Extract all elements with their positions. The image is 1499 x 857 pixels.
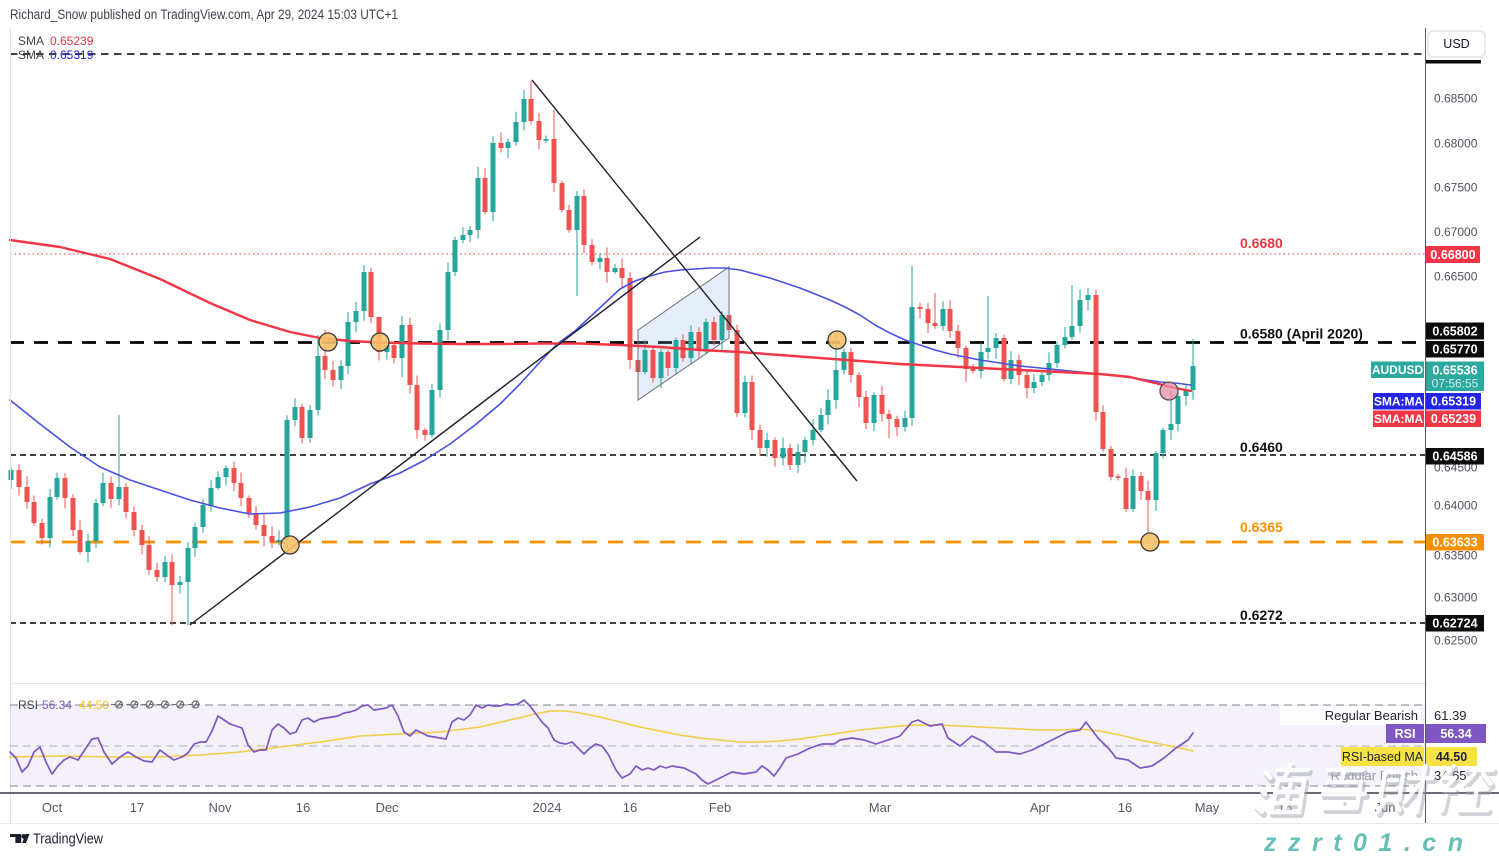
svg-text:0.6680: 0.6680 — [1240, 235, 1283, 251]
svg-text:Oct: Oct — [42, 800, 63, 815]
svg-text:0.6580 (April 2020): 0.6580 (April 2020) — [1240, 326, 1363, 342]
svg-text:RSI: RSI — [1395, 727, 1416, 741]
svg-text:0.64586: 0.64586 — [1432, 450, 1477, 464]
svg-text:44.50: 44.50 — [1436, 750, 1467, 764]
svg-text:Nov: Nov — [208, 800, 232, 815]
svg-text:0.65239: 0.65239 — [1431, 412, 1476, 426]
svg-text:TradingView: TradingView — [33, 832, 103, 848]
svg-text:0.64000: 0.64000 — [1434, 498, 1478, 512]
svg-text:Mar: Mar — [869, 800, 892, 815]
svg-text:0.65536: 0.65536 — [1432, 364, 1477, 378]
svg-text:0.65802: 0.65802 — [1432, 324, 1477, 338]
svg-text:Apr: Apr — [1030, 800, 1051, 815]
svg-text:0.65239: 0.65239 — [50, 34, 94, 48]
svg-text:Richard_Snow published on Trad: Richard_Snow published on TradingView.co… — [10, 7, 398, 22]
svg-text:16: 16 — [623, 800, 637, 815]
svg-text:Feb: Feb — [709, 800, 731, 815]
svg-text:AUDUSD: AUDUSD — [1372, 363, 1424, 377]
svg-text:0.68500: 0.68500 — [1434, 91, 1478, 105]
svg-text:44.50: 44.50 — [79, 698, 109, 712]
svg-text:56.34: 56.34 — [1440, 727, 1471, 741]
svg-text:61.39: 61.39 — [1434, 708, 1467, 723]
svg-text:RSI: RSI — [18, 698, 38, 712]
svg-text:0.66500: 0.66500 — [1434, 269, 1478, 283]
svg-text:SMA:MA: SMA:MA — [1374, 395, 1424, 409]
svg-text:17: 17 — [130, 800, 144, 815]
svg-text:0.63000: 0.63000 — [1434, 590, 1478, 604]
svg-text:0.6460: 0.6460 — [1240, 439, 1283, 455]
svg-text:0.62500: 0.62500 — [1434, 633, 1478, 647]
svg-text:zzrt01.cn: zzrt01.cn — [1263, 829, 1474, 857]
svg-text:07:56:55: 07:56:55 — [1432, 377, 1479, 391]
svg-text:SMA: SMA — [18, 34, 44, 48]
svg-text:0.65770: 0.65770 — [1432, 343, 1477, 357]
svg-text:0.66800: 0.66800 — [1430, 248, 1475, 262]
svg-text:SMA: SMA — [18, 48, 44, 62]
svg-text:0.6272: 0.6272 — [1240, 607, 1283, 623]
svg-text:USD: USD — [1443, 37, 1469, 51]
svg-text:16: 16 — [296, 800, 310, 815]
svg-text:0.67500: 0.67500 — [1434, 180, 1478, 194]
svg-text:0.65319: 0.65319 — [1431, 395, 1476, 409]
svg-text:Dec: Dec — [375, 800, 399, 815]
svg-text:RSI-based MA: RSI-based MA — [1342, 750, 1424, 764]
svg-text:SMA:MA: SMA:MA — [1374, 412, 1424, 426]
svg-text:2024: 2024 — [533, 800, 562, 815]
svg-text:16: 16 — [1118, 800, 1132, 815]
svg-text:0.68000: 0.68000 — [1434, 136, 1478, 150]
svg-text:0.62724: 0.62724 — [1432, 617, 1477, 631]
svg-text:0.65319: 0.65319 — [50, 48, 94, 62]
svg-text:May: May — [1195, 800, 1220, 815]
svg-text:0.63633: 0.63633 — [1432, 536, 1477, 550]
svg-text:0.67000: 0.67000 — [1434, 225, 1478, 239]
svg-text:0.6365: 0.6365 — [1240, 519, 1283, 535]
svg-text:Regular Bearish: Regular Bearish — [1325, 708, 1418, 723]
svg-text:56.34: 56.34 — [42, 698, 72, 712]
svg-text:0.63500: 0.63500 — [1434, 548, 1478, 562]
svg-text:zzrt01.cn: zzrt01.cn — [1261, 827, 1472, 855]
